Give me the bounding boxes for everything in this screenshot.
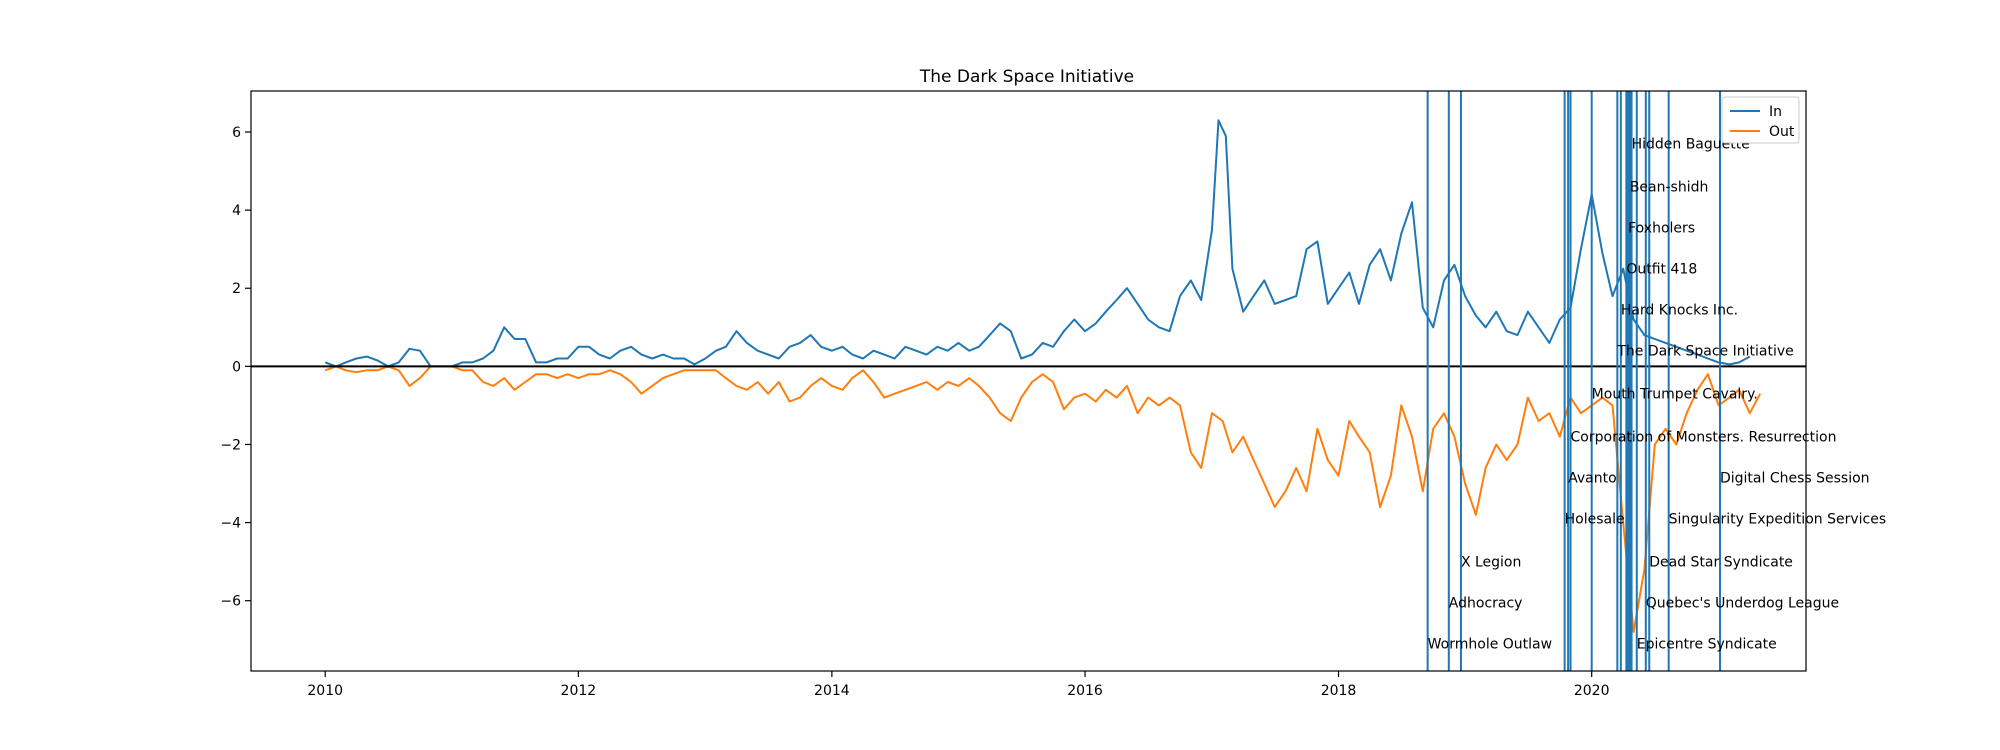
event-annotation: The Dark Space Initiative	[1616, 344, 1793, 360]
event-annotation: Bean-shidh	[1630, 180, 1709, 196]
series-line-in	[324, 119, 1751, 368]
event-annotation: Epicentre Syndicate	[1637, 637, 1777, 653]
event-annotation: Corporation of Monsters. Resurrection	[1571, 430, 1837, 446]
event-annotation: Avanto	[1568, 471, 1617, 487]
event-annotation: Foxholers	[1628, 221, 1695, 237]
x-tick-label: 2016	[1067, 683, 1103, 699]
legend-label-in: In	[1769, 104, 1782, 120]
y-tick-label: 4	[232, 203, 241, 219]
x-tick-label: 2018	[1321, 683, 1357, 699]
event-annotation: Adhocracy	[1449, 596, 1523, 612]
y-tick-label: −4	[220, 516, 241, 532]
series-line-out	[324, 365, 1762, 633]
plot-frame	[250, 90, 1807, 672]
event-annotation: Hidden Baguette	[1632, 137, 1750, 153]
legend-label-out: Out	[1769, 124, 1795, 140]
event-annotation: Mouth Trumpet Cavalry.	[1592, 387, 1758, 403]
y-tick-label: −6	[220, 594, 241, 610]
chart-title: The Dark Space Initiative	[919, 67, 1134, 87]
y-tick-label: 0	[232, 359, 241, 375]
legend: In Out	[1721, 96, 1800, 144]
x-tick-label: 2010	[307, 683, 343, 699]
x-tick-label: 2014	[814, 683, 850, 699]
event-annotation: Digital Chess Session	[1720, 471, 1870, 487]
event-annotation: Hard Knocks Inc.	[1621, 303, 1738, 319]
event-annotation: Singularity Expedition Services	[1669, 512, 1886, 528]
event-annotation: Outfit 418	[1626, 262, 1697, 278]
y-tick-label: −2	[220, 437, 241, 453]
event-annotation: Dead Star Syndicate	[1649, 555, 1793, 571]
event-annotation: Quebec's Underdog League	[1646, 596, 1839, 612]
x-tick-label: 2020	[1574, 683, 1610, 699]
event-annotation: Holesale	[1565, 512, 1625, 528]
event-annotation: X Legion	[1461, 555, 1521, 571]
y-tick-label: 2	[232, 281, 241, 297]
y-tick-label: 6	[232, 125, 241, 141]
plot-area	[324, 119, 1762, 633]
event-annotation: Wormhole Outlaw	[1428, 637, 1552, 653]
x-tick-label: 2012	[561, 683, 597, 699]
